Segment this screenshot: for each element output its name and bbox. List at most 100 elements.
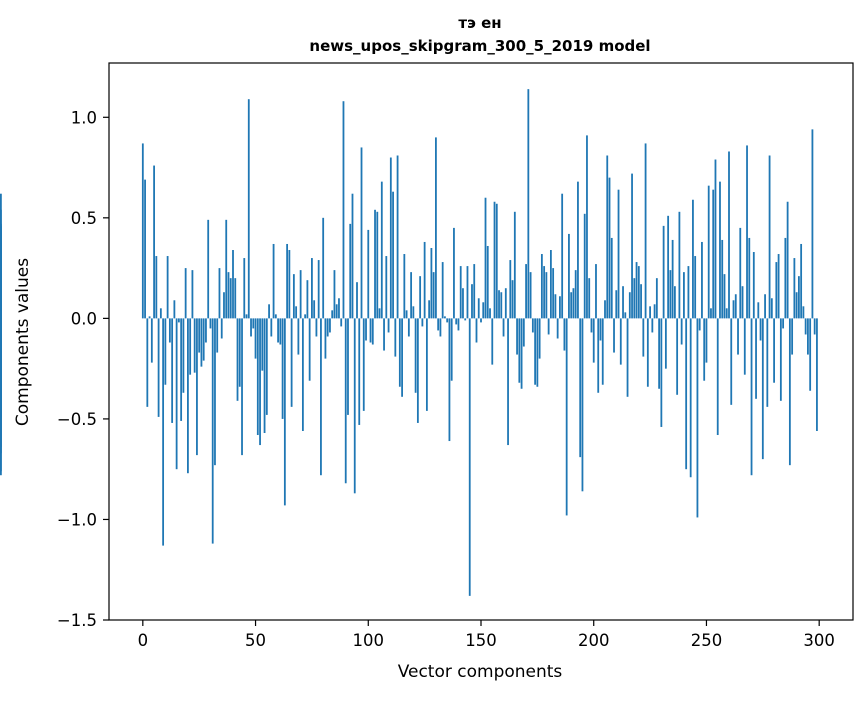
bar [509, 260, 512, 319]
bar [419, 276, 422, 319]
bar [453, 227, 455, 319]
bar [683, 272, 685, 319]
bar [268, 304, 270, 319]
bar [344, 318, 347, 484]
bar [791, 318, 794, 355]
bar [250, 318, 252, 337]
bar [633, 278, 636, 319]
bar [788, 318, 791, 466]
bar [608, 177, 611, 319]
bar [498, 290, 500, 319]
bar [234, 278, 237, 319]
bar [360, 147, 363, 319]
bar [807, 318, 809, 355]
bar [529, 272, 532, 319]
bar [191, 270, 194, 319]
bar [365, 318, 367, 341]
bar [784, 237, 787, 319]
bar [671, 239, 674, 319]
bar [538, 318, 541, 359]
bar [301, 318, 304, 431]
bar [259, 318, 261, 446]
bar [597, 318, 600, 393]
bar [746, 145, 748, 319]
bar [816, 318, 818, 431]
bar [477, 298, 480, 319]
bar [225, 219, 228, 319]
bar [563, 318, 566, 351]
bar [504, 288, 507, 319]
bar [286, 243, 289, 319]
x-tick-label: 150 [465, 631, 497, 650]
bar [362, 318, 365, 411]
bar [637, 266, 640, 319]
bar [565, 318, 568, 516]
bar [707, 185, 710, 319]
bar [743, 318, 746, 375]
bar [813, 318, 816, 335]
bar [468, 318, 471, 596]
bar [313, 300, 316, 319]
bar [757, 302, 760, 319]
bar [658, 318, 661, 389]
bar [317, 260, 320, 319]
bar [347, 318, 349, 415]
bar [220, 318, 223, 339]
bar [507, 318, 509, 446]
bar [401, 318, 403, 397]
y-axis-label: Components values [13, 258, 33, 426]
bar [428, 300, 431, 319]
bar [353, 318, 356, 494]
bar [475, 318, 478, 343]
bar [703, 318, 706, 381]
bar [450, 318, 453, 381]
bar [741, 286, 744, 319]
bar [349, 223, 352, 319]
bar [570, 292, 573, 319]
bar [664, 318, 667, 369]
bar [491, 318, 494, 365]
y-tick-label: −1.5 [57, 611, 97, 630]
bar [619, 318, 622, 365]
bar [782, 318, 785, 329]
bar [511, 280, 514, 319]
bar [649, 306, 651, 319]
chart-title-line1: тэ ен [458, 14, 501, 32]
bar [290, 318, 293, 407]
bar [534, 318, 537, 385]
bar [770, 298, 773, 319]
bar [701, 241, 703, 319]
bar [423, 241, 426, 319]
bar [759, 318, 762, 341]
bar [150, 318, 153, 363]
bar [540, 254, 543, 319]
bar [719, 181, 721, 319]
bar [577, 181, 579, 319]
bar [421, 318, 424, 327]
bar [588, 278, 591, 319]
bar [471, 284, 473, 319]
bar [279, 318, 282, 345]
bar [750, 318, 753, 476]
bar [331, 310, 334, 319]
bar [667, 215, 670, 319]
bar [168, 318, 171, 343]
bar [622, 286, 624, 319]
bar [335, 304, 338, 319]
bar [414, 318, 417, 393]
bar [304, 314, 307, 319]
bar [241, 318, 243, 456]
bar [243, 258, 246, 319]
bar [696, 318, 699, 518]
bar [556, 318, 559, 339]
bar [441, 262, 444, 319]
bar [378, 308, 381, 319]
bar [601, 318, 604, 385]
bar [392, 191, 394, 319]
bar [202, 318, 205, 361]
bar [768, 155, 771, 319]
bar [403, 254, 406, 319]
bar [536, 318, 539, 387]
bar [651, 318, 654, 333]
